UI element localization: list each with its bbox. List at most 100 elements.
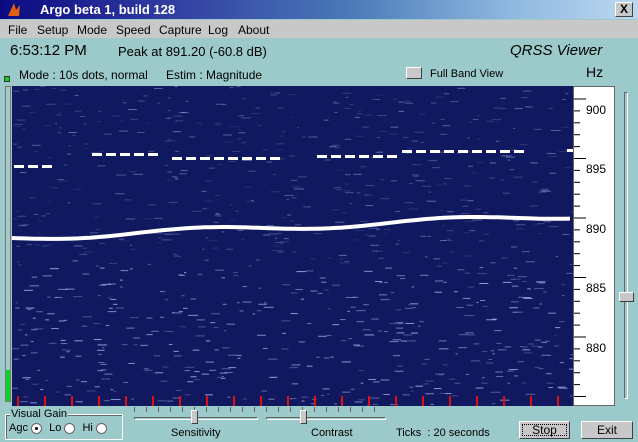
noise-speck [166,140,177,142]
frequency-scroll-track[interactable] [624,92,628,399]
noise-speck [73,296,83,298]
noise-speck [133,337,141,339]
noise-speck [403,202,414,204]
noise-speck [456,152,461,154]
noise-speck [369,397,380,399]
noise-speck [219,372,228,374]
noise-speck [333,187,341,189]
noise-speck [92,203,102,205]
frequency-scroll-thumb[interactable] [619,292,634,302]
noise-speck [334,403,337,405]
menu-setup[interactable]: Setup [37,23,69,37]
noise-speck [37,232,41,234]
gain-agc-radio[interactable] [31,422,43,434]
noise-speck [447,238,450,240]
scale-label: 900 [586,103,607,117]
noise-speck [162,366,169,368]
noise-speck [168,343,173,345]
noise-speck [65,288,75,290]
noise-speck [241,117,251,119]
contrast-slider[interactable] [266,407,386,427]
spectrogram[interactable] [12,86,573,406]
time-tick [179,396,181,406]
noise-speck [15,210,20,212]
noise-speck [383,393,390,395]
noise-speck [273,174,276,176]
dot-trace [373,155,383,158]
noise-speck [197,326,206,328]
menu-speed[interactable]: Speed [116,23,151,37]
sensitivity-thumb[interactable] [191,410,198,424]
title-bar: Argo beta 1, build 128 X [0,0,638,19]
noise-speck [74,340,83,342]
noise-speck [294,224,302,226]
noise-speck [510,278,516,280]
noise-speck [290,313,298,315]
noise-speck [160,380,168,382]
noise-speck [379,281,383,283]
noise-speck [395,322,404,324]
noise-speck [523,90,532,92]
menu-log[interactable]: Log [208,23,229,37]
noise-speck [220,377,226,379]
noise-speck [488,177,495,179]
contrast-thumb[interactable] [300,410,307,424]
noise-speck [392,98,398,100]
noise-speck [256,107,260,109]
noise-speck [115,193,125,195]
noise-speck [350,388,355,390]
noise-speck [365,184,375,186]
noise-speck [467,151,471,153]
gain-lo-radio[interactable] [64,422,76,434]
noise-speck [184,394,191,396]
noise-speck [234,86,238,88]
noise-speck [56,114,61,116]
visual-gain-label: Visual Gain [10,408,69,420]
noise-speck [245,201,256,203]
noise-speck [355,345,365,347]
noise-speck [442,262,448,264]
dot-trace [134,153,144,156]
noise-speck [558,387,568,389]
noise-speck [454,382,461,384]
noise-speck [381,179,384,181]
noise-speck [290,398,297,400]
full-band-view-checkbox[interactable] [406,67,422,79]
noise-speck [467,200,474,202]
noise-speck [516,228,525,230]
noise-speck [93,323,101,325]
noise-speck [187,381,194,383]
noise-speck [119,130,128,132]
noise-speck [455,353,458,355]
noise-speck [175,150,180,152]
noise-speck [202,208,207,210]
noise-speck [529,205,538,207]
noise-speck [267,358,278,360]
noise-speck [490,262,496,264]
close-button[interactable]: X [615,2,633,17]
noise-speck [280,241,290,243]
menu-file[interactable]: File [8,23,28,37]
noise-speck [130,267,134,269]
noise-speck [64,103,72,105]
noise-speck [547,155,558,157]
noise-speck [73,245,84,247]
stop-button[interactable]: Stop [519,421,570,439]
noise-speck [211,313,220,315]
noise-speck [496,376,504,378]
noise-speck [291,292,298,294]
noise-speck [358,110,362,112]
menu-about[interactable]: About [238,23,270,37]
time-tick [503,396,505,406]
noise-speck [409,386,414,388]
menu-capture[interactable]: Capture [159,23,202,37]
noise-speck [486,319,497,321]
noise-speck [368,227,379,229]
sensitivity-slider[interactable] [134,407,258,427]
menu-mode[interactable]: Mode [77,23,108,37]
gain-hi-radio[interactable] [95,422,107,434]
noise-speck [490,391,501,393]
noise-speck [517,361,524,363]
noise-speck [561,126,570,128]
exit-button[interactable]: Exit [581,421,633,439]
